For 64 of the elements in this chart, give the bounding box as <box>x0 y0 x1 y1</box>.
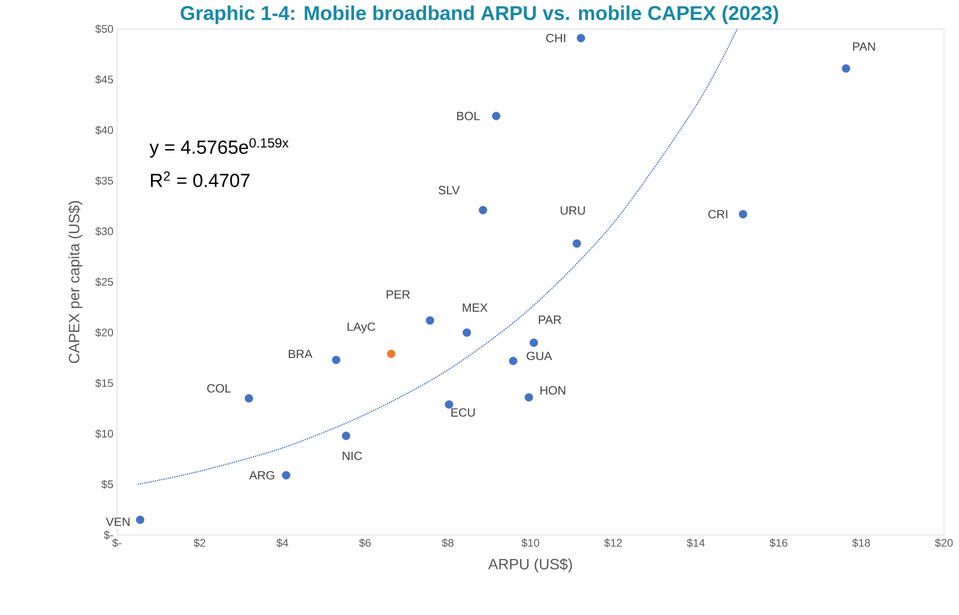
y-tick-label: $30 <box>95 226 114 236</box>
x-tick-label: $4 <box>276 538 288 548</box>
x-tick-label: $12 <box>604 538 622 548</box>
annotation: y = 4.5765e$^{0.159x}$ <box>150 138 289 158</box>
x-axis-title: ARPU (US$) <box>488 558 572 572</box>
annotation: BRA <box>288 350 312 358</box>
point <box>426 316 434 325</box>
y-tick-label: $15 <box>95 378 114 388</box>
annotation: NIC <box>342 452 362 460</box>
x-tick-label: $- <box>112 538 122 548</box>
annotation: CHI <box>546 34 566 42</box>
chart-title: Graphic 1-4: Mobile broadband ARPU vs. mobile CAPEX (2023) <box>180 6 778 24</box>
x-tick-label: $14 <box>686 538 705 548</box>
y-tick-label: $10 <box>95 429 114 438</box>
annotation: LAyC <box>348 322 376 334</box>
annotation: ECU <box>451 408 475 417</box>
x-tick-label: $18 <box>852 538 870 548</box>
point <box>282 471 290 480</box>
point <box>576 34 586 42</box>
annotation: SLV <box>438 186 460 194</box>
x-tick-label: $2 <box>194 538 206 548</box>
annotation: PAN <box>853 42 875 51</box>
point <box>572 239 582 248</box>
point <box>842 64 850 73</box>
point <box>492 112 500 120</box>
point <box>342 432 350 440</box>
y-tick-label: $40 <box>95 126 114 135</box>
x-tick-label: $20 <box>934 538 953 548</box>
point <box>444 400 454 409</box>
annotation: URU <box>560 206 585 215</box>
point <box>478 206 488 214</box>
point <box>244 394 254 403</box>
annotation: MEX <box>462 303 488 312</box>
y-tick-label: $45 <box>95 75 114 84</box>
point <box>530 338 538 347</box>
point <box>462 328 472 337</box>
annotation: GUA <box>526 352 552 360</box>
y-tick-label: $35 <box>95 176 114 186</box>
y-tick-label: $25 <box>95 278 114 286</box>
annotation: CRI <box>708 210 728 218</box>
point <box>386 350 396 358</box>
x-tick-label: $16 <box>770 538 788 548</box>
annotation: ARG <box>249 471 274 480</box>
annotation: PER <box>386 290 410 299</box>
annotation: COL <box>207 384 231 393</box>
annotation: PAR <box>538 316 562 324</box>
y-tick-label: $- <box>104 530 113 540</box>
point <box>524 393 534 402</box>
point <box>738 210 748 218</box>
x-tick-label: $8 <box>442 538 454 548</box>
annotation: BOL <box>457 112 480 120</box>
point <box>508 356 518 366</box>
y-tick-label: $5 <box>101 480 114 489</box>
point <box>136 516 144 524</box>
line-series <box>137 28 738 485</box>
x-tick-label: $6 <box>359 538 371 548</box>
annotation: VEN <box>106 518 130 526</box>
y-tick-label: $50 <box>95 24 114 34</box>
x-tick-label: $10 <box>521 538 540 548</box>
point <box>332 356 340 364</box>
y-axis-title: CAPEX per capita (US$) <box>68 201 82 364</box>
y-tick-label: $20 <box>95 328 114 338</box>
annotation: HON <box>540 386 566 395</box>
annotation: R$^{2}$ = 0.4707 <box>151 171 250 188</box>
